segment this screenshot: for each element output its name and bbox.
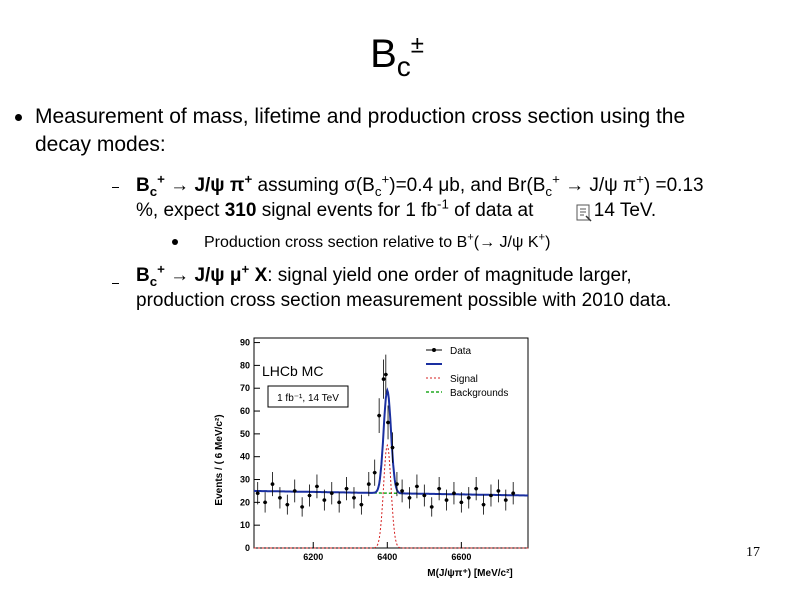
y-tick-label: 80 [240,360,250,370]
data-point [481,502,486,507]
data-point [344,486,349,491]
y-tick-label: 10 [240,520,250,530]
data-point [255,491,260,496]
data-point [395,482,399,486]
data-point [377,413,381,418]
data-point [270,482,275,486]
y-tick-label: 40 [240,452,250,462]
x-tick-label: 6400 [377,552,397,562]
decay-mode-1-line1: Bc+ → J/ψ π+ assuming σ(Bc+)=0.4 μb, and… [136,171,704,199]
data-point [390,445,395,450]
mass-distribution-plot: Events / ( 6 MeV/c²) M(J/ψπ⁺) [MeV/c²] 0… [214,337,529,579]
x-tick-label: 6200 [303,552,323,562]
data-point [474,486,478,491]
data-point [366,482,371,486]
data-point [322,498,327,502]
y-tick-label: 70 [240,383,250,393]
x-tick-label: 6600 [451,552,471,562]
data-point [422,493,427,498]
legend-data-label: Data [450,346,472,357]
decay-mode-1-line2: %, expect 310 signal events for 1 fb-1 o… [136,196,657,221]
data-point [278,495,282,500]
legend-background-label: Backgrounds [450,388,508,399]
data-point [263,500,267,505]
legend-signal-label: Signal [450,374,478,385]
decay-mode-2-line1: Bc+ → J/ψ μ+ X: signal yield one order o… [136,261,632,289]
decay-mode-2-line2: production cross section measurement pos… [136,290,672,311]
data-point [407,495,412,500]
dash-icon [112,283,119,284]
bullet-main-line1: Measurement of mass, lifetime and produc… [35,105,686,128]
x-axis-label: M(J/ψπ⁺) [MeV/c²] [427,568,512,579]
data-point [307,493,312,498]
luminosity-box [267,385,349,408]
y-tick-label: 30 [240,475,250,485]
data-point [496,489,501,493]
dash-icon [112,187,119,188]
equation-icon [576,204,592,222]
bullet-main-line2: decay modes: [35,133,166,156]
slide-title: Bc± [370,31,424,82]
data-point [415,484,419,489]
data-point [444,498,449,502]
data-point [372,470,377,475]
data-point [511,491,515,496]
data-point [329,491,334,496]
data-point [459,500,464,505]
slide-number: 17 [746,545,760,560]
data-point [503,498,508,502]
luminosity-label: 1 fb⁻¹, 14 TeV [277,393,339,404]
data-point [300,505,304,509]
y-tick-label: 20 [240,497,250,507]
data-point [437,486,441,491]
data-point [386,420,390,425]
bullet-dot-icon [172,239,178,245]
production-cross-section-item: Production cross section relative to B+(… [204,231,551,251]
y-tick-label: 0 [245,543,250,553]
data-point [452,491,456,496]
y-tick-label: 90 [240,338,250,348]
data-point [285,502,290,507]
lhcb-mc-label: LHCb MC [262,363,323,379]
data-point [381,377,386,381]
legend-data-point [432,348,436,352]
bullet-dot-icon [15,114,22,121]
total-fit-line [254,387,528,497]
data-point [359,502,364,507]
data-point [466,495,471,500]
data-point [384,372,388,377]
y-axis-label: Events / ( 6 MeV/c²) [214,414,225,505]
data-point [429,505,434,509]
plot-frame [253,337,529,549]
y-tick-label: 60 [240,406,250,416]
data-point [337,500,341,505]
data-point [489,493,493,498]
data-point [292,489,297,493]
data-point [352,495,356,500]
signal-fit-line [254,443,528,549]
y-tick-label: 50 [240,429,250,439]
data-point [400,489,404,493]
data-point [315,484,319,489]
